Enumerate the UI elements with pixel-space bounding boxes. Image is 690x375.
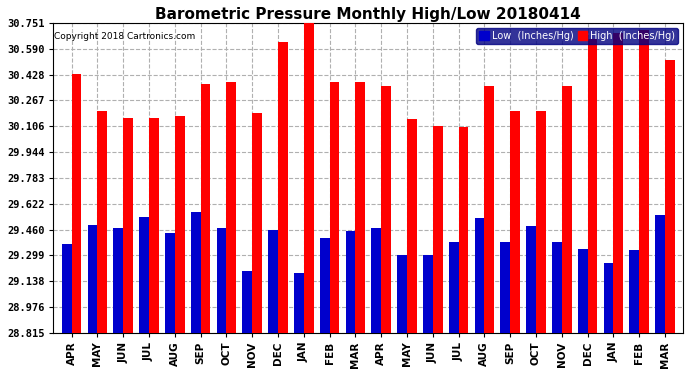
Bar [278, 42, 288, 333]
Bar [459, 127, 469, 333]
Bar [319, 237, 330, 333]
Bar [588, 39, 598, 333]
Bar [629, 250, 639, 333]
Bar [433, 126, 442, 333]
Bar [294, 273, 304, 333]
Bar [201, 84, 210, 333]
Bar [613, 33, 623, 333]
Bar [578, 249, 588, 333]
Bar [61, 244, 72, 333]
Bar [656, 215, 665, 333]
Bar [72, 74, 81, 333]
Bar [407, 119, 417, 333]
Bar [165, 233, 175, 333]
Bar [397, 255, 407, 333]
Bar [330, 82, 339, 333]
Text: Copyright 2018 Cartronics.com: Copyright 2018 Cartronics.com [54, 32, 195, 41]
Bar [536, 111, 546, 333]
Bar [226, 82, 236, 333]
Bar [113, 228, 123, 333]
Bar [88, 225, 97, 333]
Bar [97, 111, 107, 333]
Bar [665, 60, 675, 333]
Bar [526, 226, 536, 333]
Bar [355, 82, 365, 333]
Bar [475, 218, 484, 333]
Bar [217, 228, 226, 333]
Bar [448, 242, 459, 333]
Bar [304, 22, 313, 333]
Bar [149, 118, 159, 333]
Bar [252, 113, 262, 333]
Legend: Low  (Inches/Hg), High  (Inches/Hg): Low (Inches/Hg), High (Inches/Hg) [476, 28, 678, 44]
Bar [346, 231, 355, 333]
Bar [639, 30, 649, 333]
Bar [242, 271, 252, 333]
Bar [562, 86, 571, 333]
Title: Barometric Pressure Monthly High/Low 20180414: Barometric Pressure Monthly High/Low 201… [155, 7, 581, 22]
Bar [175, 116, 184, 333]
Bar [381, 86, 391, 333]
Bar [500, 242, 510, 333]
Bar [510, 111, 520, 333]
Bar [552, 242, 562, 333]
Bar [371, 228, 381, 333]
Bar [604, 263, 613, 333]
Bar [484, 86, 494, 333]
Bar [423, 255, 433, 333]
Bar [268, 230, 278, 333]
Bar [123, 118, 133, 333]
Bar [190, 212, 201, 333]
Bar [139, 217, 149, 333]
